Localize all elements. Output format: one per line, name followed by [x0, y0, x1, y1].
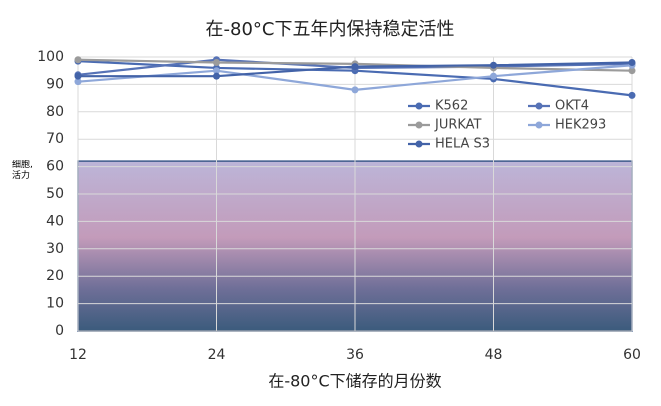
legend-label: HELA S3: [435, 137, 490, 152]
legend-label: JURKAT: [434, 118, 482, 133]
data-point: [74, 78, 82, 86]
y-tick-label: 20: [46, 268, 64, 284]
x-axis-label: 在-80°C下储存的月份数: [268, 372, 441, 391]
y-tick-label: 40: [46, 213, 64, 229]
y-tick-label: 0: [55, 323, 64, 339]
legend-marker: [415, 102, 423, 110]
legend-marker: [535, 102, 543, 110]
data-point: [351, 86, 359, 94]
legend-marker: [415, 121, 423, 129]
legend-label: OKT4: [555, 99, 589, 114]
data-point: [490, 61, 497, 69]
y-tick-label: 90: [46, 76, 64, 92]
y-tick-label: 30: [46, 241, 64, 257]
x-tick-label: 60: [623, 347, 641, 363]
chart-title: 在-80°C下五年内保持稳定活性: [206, 19, 455, 40]
data-point: [628, 67, 636, 75]
legend-marker: [535, 121, 543, 129]
data-point: [628, 91, 636, 99]
legend-marker: [415, 140, 423, 148]
y-tick-label: 100: [37, 49, 64, 65]
y-tick-label: 70: [46, 131, 64, 147]
x-tick-label: 48: [485, 347, 503, 363]
data-point: [213, 58, 220, 66]
y-tick-label: 80: [46, 104, 64, 120]
data-point: [351, 63, 359, 71]
data-point: [74, 56, 82, 64]
x-tick-label: 36: [346, 347, 364, 363]
data-point: [490, 72, 497, 80]
data-point: [628, 58, 636, 66]
data-point: [213, 72, 220, 80]
y-tick-label: 50: [46, 186, 64, 202]
x-tick-label: 24: [208, 347, 226, 363]
legend-label: HEK293: [555, 118, 606, 133]
data-point: [213, 67, 220, 75]
y-tick-label: 60: [46, 159, 64, 175]
legend-label: K562: [435, 99, 468, 114]
y-axis-label-box: 细胞,活力: [12, 160, 33, 181]
plot-area: 0 10 20 30 40 50 60 70 80 90 100 12 24 36 48 60 K562 OKT4…: [37, 49, 641, 363]
data-point: [74, 72, 82, 80]
y-axis-label: 细胞,活力: [12, 160, 33, 181]
y-tick-label: 10: [46, 296, 64, 312]
x-tick-label: 12: [69, 347, 87, 363]
